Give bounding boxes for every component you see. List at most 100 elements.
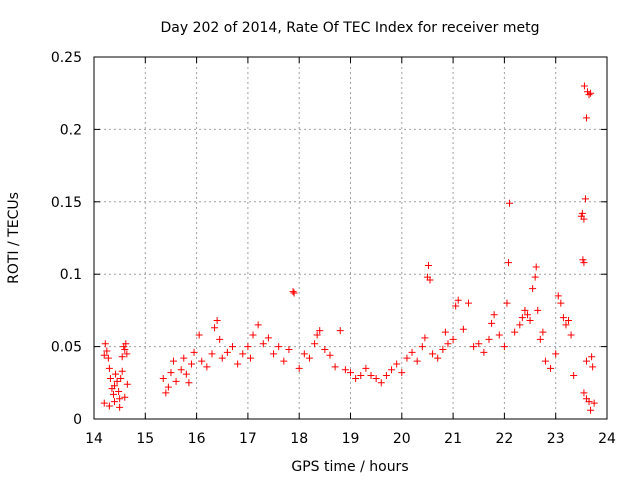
data-point — [249, 331, 257, 339]
x-tick-label: 19 — [342, 431, 360, 447]
data-point — [579, 256, 587, 264]
data-point — [523, 311, 531, 319]
data-point — [565, 317, 573, 325]
data-point — [185, 379, 193, 387]
data-point — [464, 299, 472, 307]
data-point — [275, 343, 283, 351]
data-point — [424, 262, 432, 270]
data-point — [580, 215, 588, 223]
data-point — [223, 348, 231, 356]
y-tick-label: 0.15 — [51, 195, 82, 211]
y-tick-label: 0 — [73, 412, 82, 428]
data-point — [584, 88, 592, 96]
data-point — [341, 366, 349, 374]
x-tick-label: 20 — [393, 431, 411, 447]
data-point — [264, 334, 272, 342]
y-tick-label: 0.2 — [60, 122, 82, 138]
data-point — [164, 383, 172, 391]
data-point — [532, 263, 540, 271]
data-point — [347, 369, 354, 377]
data-point — [581, 195, 589, 203]
data-point — [511, 328, 519, 336]
data-point — [485, 335, 493, 343]
data-point — [100, 351, 108, 359]
data-point — [218, 354, 226, 362]
data-point — [495, 331, 503, 339]
data-point — [103, 347, 111, 355]
data-point — [331, 363, 339, 371]
chart-title: Day 202 of 2014, Rate Of TEC Index for r… — [161, 20, 540, 36]
data-point — [180, 354, 188, 362]
data-point — [480, 348, 488, 356]
data-point — [172, 377, 180, 385]
data-point — [259, 340, 267, 348]
x-tick-label: 24 — [598, 431, 616, 447]
data-point — [367, 372, 375, 380]
data-point — [529, 285, 537, 293]
data-point — [289, 288, 297, 296]
data-point — [490, 311, 498, 319]
data-point — [111, 382, 119, 390]
data-point — [116, 403, 124, 411]
data-point — [105, 364, 113, 372]
data-point — [121, 345, 129, 353]
data-point — [300, 350, 308, 358]
data-point — [117, 374, 125, 382]
data-point — [403, 354, 411, 362]
data-point — [393, 360, 401, 368]
data-point — [216, 335, 224, 343]
data-point — [112, 370, 120, 378]
data-point — [104, 354, 112, 362]
axis-ticks: 14 15 16 17 18 19 20 21 22 23 24 0 0.05 0.1 0.15 0.2 0.2… — [51, 50, 616, 447]
data-point — [590, 399, 598, 407]
data-point — [408, 348, 416, 356]
data-point — [377, 379, 385, 387]
data-point — [109, 390, 117, 398]
data-point — [488, 319, 496, 327]
data-point — [434, 354, 442, 362]
data-point — [582, 395, 590, 403]
x-tick-label: 15 — [136, 431, 154, 447]
x-tick-label: 23 — [547, 431, 565, 447]
data-point — [429, 350, 437, 358]
data-point — [321, 345, 329, 353]
data-point — [567, 331, 575, 339]
data-point — [578, 209, 586, 217]
data-point — [541, 357, 549, 365]
x-tick-label: 22 — [495, 431, 513, 447]
data-point — [398, 369, 406, 377]
data-point — [500, 343, 508, 351]
data-point — [101, 340, 109, 348]
data-point — [159, 374, 167, 382]
data-point — [116, 395, 124, 403]
data-point — [316, 327, 324, 335]
data-point — [203, 363, 211, 371]
data-point — [167, 369, 175, 377]
data-point — [118, 353, 126, 361]
data-point — [246, 354, 254, 362]
data-point — [587, 89, 595, 97]
data-point — [118, 367, 126, 375]
grid-lines — [94, 57, 607, 419]
data-point — [123, 380, 131, 388]
data-point — [311, 340, 319, 348]
data-point — [516, 321, 524, 329]
data-point — [559, 314, 567, 322]
data-point — [459, 325, 467, 333]
data-point — [426, 276, 434, 284]
data-point — [475, 340, 483, 348]
data-point — [239, 350, 247, 358]
data-point — [270, 350, 278, 358]
data-point — [170, 357, 178, 365]
data-point — [211, 324, 219, 332]
data-point — [290, 289, 298, 297]
data-point — [100, 399, 108, 407]
data-point — [190, 348, 198, 356]
y-tick-label: 0.05 — [51, 340, 82, 356]
data-point — [470, 343, 478, 351]
data-point — [313, 331, 321, 339]
data-point — [587, 406, 595, 414]
data-point — [580, 82, 588, 90]
data-point — [326, 351, 334, 359]
data-points — [100, 82, 598, 414]
